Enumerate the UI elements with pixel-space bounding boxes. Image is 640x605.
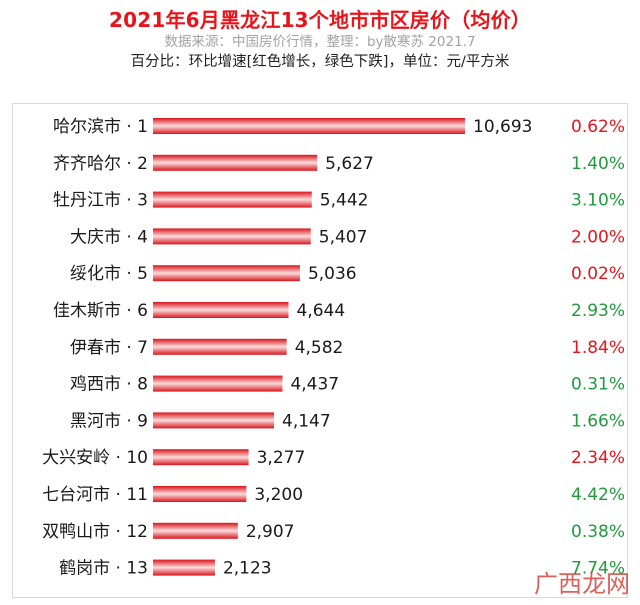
value-label: 3,277 <box>257 448 306 468</box>
growth-label: 1.84% <box>571 338 625 358</box>
bar <box>153 559 215 576</box>
value-label: 4,437 <box>290 375 339 395</box>
growth-label: 1.66% <box>571 411 625 431</box>
value-label: 5,407 <box>319 227 368 247</box>
value-label: 5,627 <box>325 154 374 174</box>
value-label: 4,644 <box>297 301 346 321</box>
growth-label: 2.34% <box>571 448 625 468</box>
growth-label: 4.42% <box>571 485 625 505</box>
value-label: 2,123 <box>223 559 272 579</box>
category-label: 齐齐哈尔 · 2 <box>53 154 148 174</box>
growth-label: 2.00% <box>571 227 625 247</box>
category-label: 鸡西市 · 8 <box>70 375 148 395</box>
growth-label: 7.74% <box>571 559 625 579</box>
chart-frame <box>12 103 628 598</box>
growth-label: 0.38% <box>571 522 625 542</box>
chart-header: 2021年6月黑龙江13个地市市区房价（均价） 数据来源：中国房价行情，整理：b… <box>0 0 640 72</box>
bar <box>153 338 287 355</box>
chart-note: 百分比：环比增速[红色增长，绿色下跌]，单位：元/平方米 <box>130 54 510 70</box>
value-label: 4,582 <box>295 338 344 358</box>
bar <box>153 191 312 208</box>
bar <box>153 228 311 245</box>
category-label: 鹤岗市 · 13 <box>59 559 148 579</box>
bar <box>153 118 465 134</box>
value-label: 4,147 <box>282 411 331 431</box>
value-label: 2,907 <box>246 522 295 542</box>
category-label: 大兴安岭 · 10 <box>42 448 148 468</box>
growth-label: 0.31% <box>571 375 625 395</box>
growth-label: 0.02% <box>571 264 625 284</box>
growth-label: 1.40% <box>571 154 625 174</box>
bar <box>153 375 283 392</box>
chart-subtitle: 数据来源：中国房价行情，整理：by散寒苏 2021.7 <box>164 34 476 50</box>
category-label: 大庆市 · 4 <box>70 227 148 247</box>
bar <box>153 449 249 466</box>
growth-label: 2.93% <box>571 301 625 321</box>
growth-label: 0.62% <box>571 117 625 137</box>
category-label: 佳木斯市 · 6 <box>53 301 148 321</box>
category-label: 双鸭山市 · 12 <box>42 522 148 542</box>
growth-label: 3.10% <box>571 191 625 211</box>
bar <box>153 265 300 282</box>
category-label: 伊春市 · 7 <box>70 338 148 358</box>
bar <box>153 486 247 502</box>
category-label: 绥化市 · 5 <box>70 264 148 284</box>
value-label: 10,693 <box>473 117 532 137</box>
chart-title: 2021年6月黑龙江13个地市市区房价（均价） <box>108 8 531 32</box>
category-label: 哈尔滨市 · 1 <box>53 117 148 137</box>
bar <box>153 412 275 429</box>
value-label: 5,442 <box>320 191 369 211</box>
category-label: 黑河市 · 9 <box>70 411 148 431</box>
value-label: 5,036 <box>308 264 357 284</box>
watermark: 广西龙网 <box>534 570 630 598</box>
bar <box>153 522 238 539</box>
category-label: 牡丹江市 · 3 <box>53 191 148 211</box>
category-label: 七台河市 · 11 <box>42 485 148 505</box>
value-label: 3,200 <box>254 485 303 505</box>
bar <box>153 302 289 318</box>
bar <box>153 154 318 171</box>
